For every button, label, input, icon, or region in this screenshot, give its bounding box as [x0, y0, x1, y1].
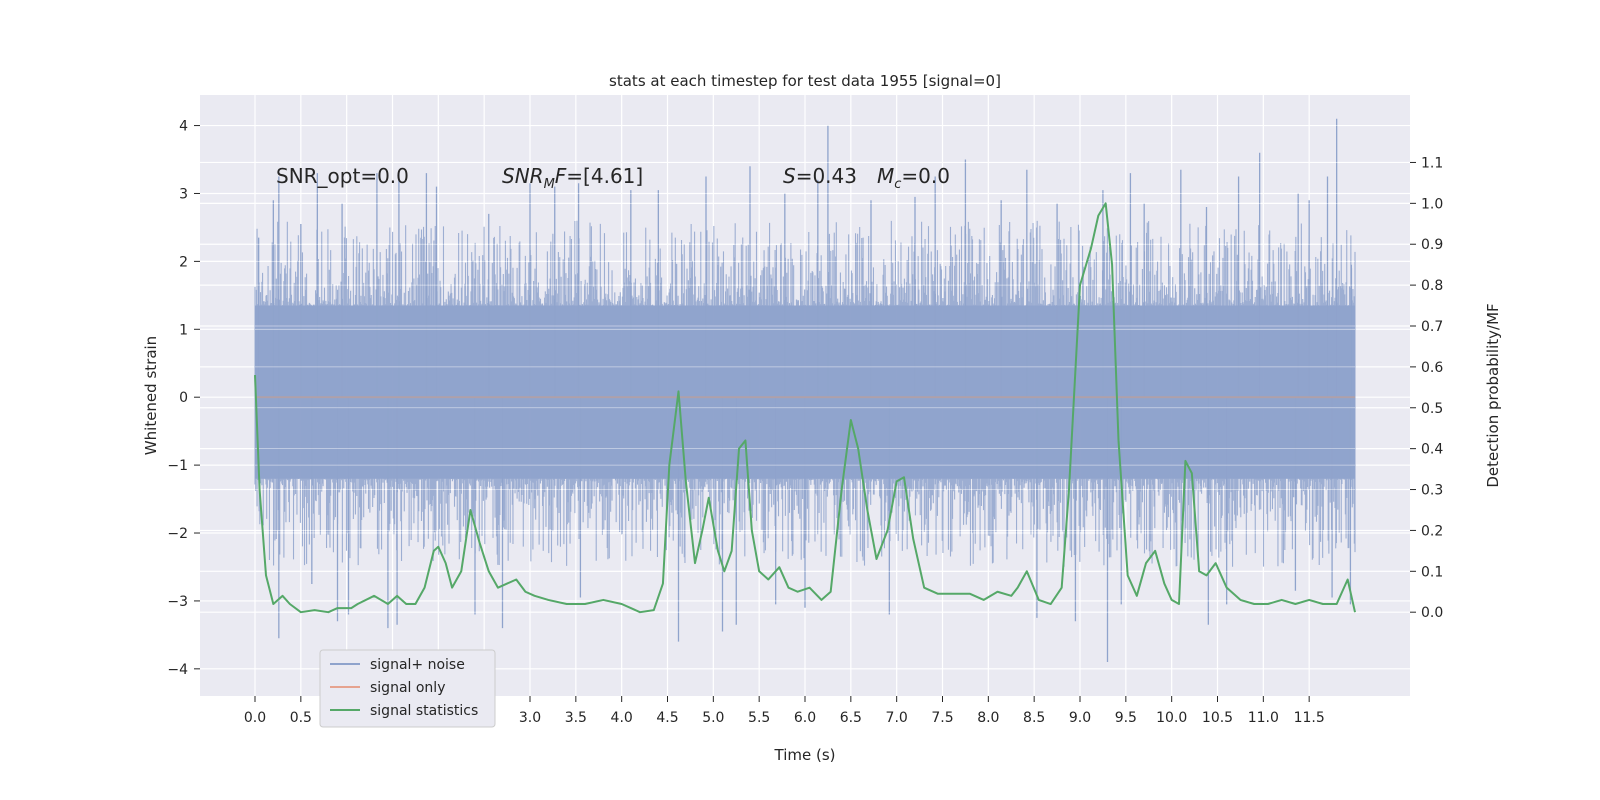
annotation-mc: Mc=0.0	[877, 164, 950, 192]
x-tick-label: 10.5	[1202, 710, 1233, 726]
y-tick-label-left: 0	[179, 390, 188, 406]
x-tick-label: 4.0	[611, 710, 633, 726]
annotation-snr-mf-italic: F	[555, 164, 567, 188]
y-tick-label-right: 0.7	[1421, 319, 1443, 335]
x-tick-label: 6.5	[840, 710, 862, 726]
x-tick-label: 0.0	[244, 710, 266, 726]
y-tick-label-right: 1.0	[1421, 196, 1443, 212]
annotation-snr-mf-value: =[4.61]	[566, 164, 643, 188]
chart-title: stats at each timestep for test data 195…	[609, 72, 1001, 90]
y-tick-label-left: −4	[167, 662, 188, 678]
annotation-snr-mf-subscript: M	[544, 177, 555, 192]
y-tick-label-right: 0.0	[1421, 605, 1443, 621]
x-tick-label: 7.5	[931, 710, 953, 726]
x-tick-label: 5.5	[748, 710, 770, 726]
series-signal-statistics	[254, 202, 1356, 614]
x-tick-label: 10.0	[1156, 710, 1187, 726]
legend-box	[319, 649, 496, 728]
y-tick-label-left: 3	[179, 186, 188, 202]
x-tick-label: 0.5	[290, 710, 312, 726]
x-tick-label: 6.0	[794, 710, 816, 726]
annotation-mc-value: =0.0	[901, 164, 950, 188]
x-tick-label: 4.5	[656, 710, 678, 726]
x-tick-label: 3.5	[565, 710, 587, 726]
y-tick-label-right: 0.2	[1421, 523, 1443, 539]
y-tick-label-right: 0.1	[1421, 564, 1443, 580]
annotation-mc-subscript: c	[894, 177, 901, 192]
annotation-s-value: =0.43	[796, 164, 857, 188]
y-tick-label-left: 2	[179, 254, 188, 270]
y-tick-label-left: 4	[179, 119, 188, 135]
statistics-line	[254, 202, 1356, 614]
x-tick-label: 3.0	[519, 710, 541, 726]
legend: signal+ noise signal only signal statistic…	[319, 649, 496, 728]
x-tick-label: 8.0	[977, 710, 999, 726]
x-tick-label: 11.0	[1248, 710, 1279, 726]
annotation-snr-opt: SNR_opt=0.0	[276, 164, 409, 188]
y-tick-label-right: 0.4	[1421, 442, 1443, 458]
x-tick-label: 9.5	[1115, 710, 1137, 726]
y-tick-label-right: 0.9	[1421, 237, 1443, 253]
annotation-s-symbol: S	[783, 164, 796, 188]
x-tick-label: 8.5	[1023, 710, 1045, 726]
legend-label: signal+ noise	[370, 657, 465, 673]
y-tick-label-left: −1	[167, 458, 188, 474]
annotation-mc-base: M	[877, 164, 894, 188]
y-axis-label-left: Whitened strain	[142, 336, 160, 455]
x-tick-label: 9.0	[1069, 710, 1091, 726]
annotation-s: S=0.43	[783, 164, 857, 188]
x-tick-label: 7.0	[886, 710, 908, 726]
annotation-snr-mf-base: SNR	[502, 164, 544, 188]
y-tick-label-right: 0.3	[1421, 483, 1443, 499]
y-tick-label-right: 0.5	[1421, 401, 1443, 417]
y-tick-label-right: 0.8	[1421, 278, 1443, 294]
x-tick-label: 11.5	[1294, 710, 1325, 726]
y-axis-label-right: Detection probability/MF	[1484, 303, 1502, 487]
y-tick-label-left: −3	[167, 594, 188, 610]
series-signal-noise	[254, 118, 1356, 670]
y-tick-label-right: 1.1	[1421, 155, 1443, 171]
x-axis-label: Time (s)	[774, 746, 836, 764]
y-tick-label-left: 1	[179, 322, 188, 338]
y-tick-label-right: 0.6	[1421, 360, 1443, 376]
annotation-snr-mf: SNRMF=[4.61]	[502, 164, 643, 192]
y-tick-label-left: −2	[167, 526, 188, 542]
legend-label: signal statistics	[370, 703, 478, 719]
x-tick-label: 5.0	[702, 710, 724, 726]
legend-label: signal only	[370, 680, 445, 696]
